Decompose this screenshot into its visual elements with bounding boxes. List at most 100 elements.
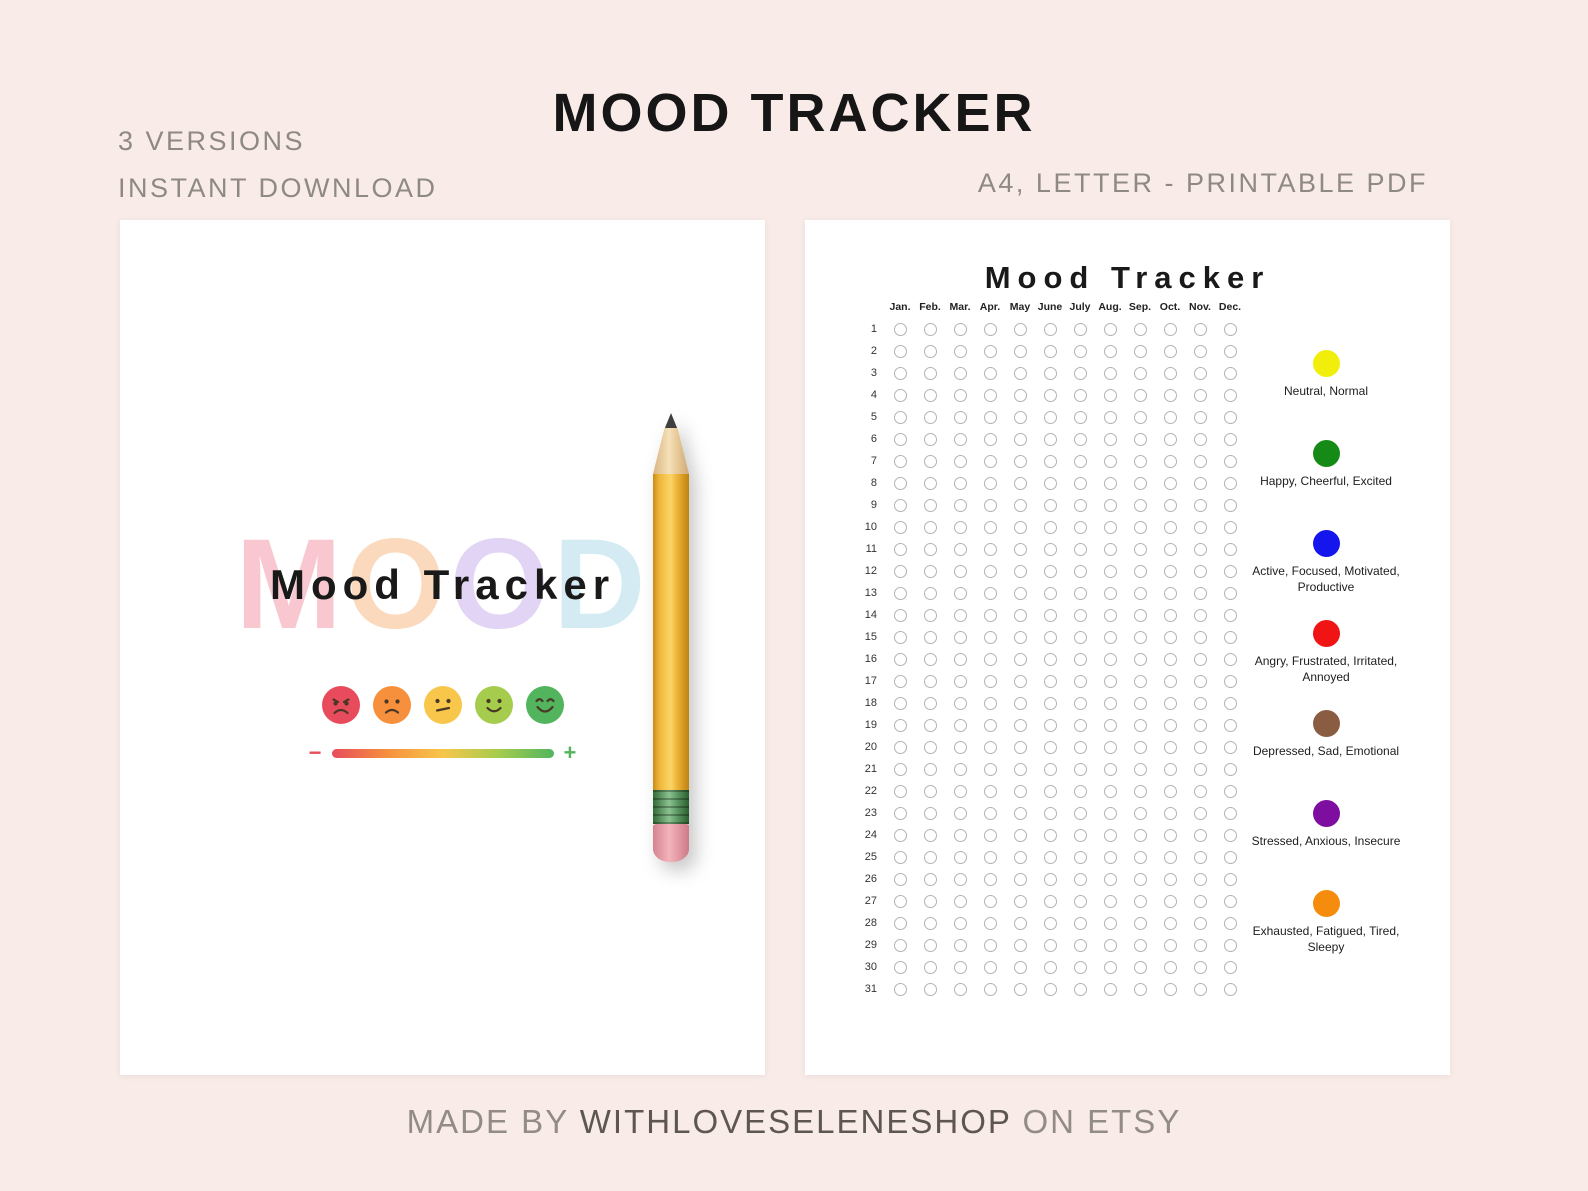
mood-circle[interactable] bbox=[1133, 410, 1147, 424]
mood-circle[interactable] bbox=[983, 586, 997, 600]
mood-circle[interactable] bbox=[1103, 696, 1117, 710]
mood-circle[interactable] bbox=[1043, 652, 1057, 666]
mood-circle[interactable] bbox=[983, 960, 997, 974]
mood-circle[interactable] bbox=[923, 344, 937, 358]
mood-circle[interactable] bbox=[983, 674, 997, 688]
mood-circle[interactable] bbox=[1073, 322, 1087, 336]
mood-circle[interactable] bbox=[1043, 740, 1057, 754]
mood-circle[interactable] bbox=[1043, 982, 1057, 996]
mood-circle[interactable] bbox=[1193, 542, 1207, 556]
mood-circle[interactable] bbox=[1013, 542, 1027, 556]
mood-circle[interactable] bbox=[1133, 740, 1147, 754]
mood-circle[interactable] bbox=[893, 806, 907, 820]
mood-circle[interactable] bbox=[983, 740, 997, 754]
mood-circle[interactable] bbox=[1043, 718, 1057, 732]
mood-circle[interactable] bbox=[1163, 410, 1177, 424]
mood-circle[interactable] bbox=[1013, 938, 1027, 952]
mood-circle[interactable] bbox=[1013, 828, 1027, 842]
mood-circle[interactable] bbox=[1163, 982, 1177, 996]
mood-circle[interactable] bbox=[1013, 850, 1027, 864]
mood-circle[interactable] bbox=[923, 696, 937, 710]
mood-circle[interactable] bbox=[923, 410, 937, 424]
mood-circle[interactable] bbox=[923, 806, 937, 820]
mood-circle[interactable] bbox=[1133, 850, 1147, 864]
mood-circle[interactable] bbox=[1163, 388, 1177, 402]
mood-circle[interactable] bbox=[923, 388, 937, 402]
mood-circle[interactable] bbox=[1223, 608, 1237, 622]
mood-circle[interactable] bbox=[1043, 850, 1057, 864]
mood-circle[interactable] bbox=[893, 872, 907, 886]
mood-circle[interactable] bbox=[1193, 718, 1207, 732]
mood-circle[interactable] bbox=[1193, 806, 1207, 820]
mood-circle[interactable] bbox=[953, 388, 967, 402]
mood-circle[interactable] bbox=[923, 564, 937, 578]
mood-circle[interactable] bbox=[1103, 322, 1117, 336]
mood-circle[interactable] bbox=[893, 476, 907, 490]
mood-circle[interactable] bbox=[953, 806, 967, 820]
mood-circle[interactable] bbox=[1073, 608, 1087, 622]
mood-circle[interactable] bbox=[953, 894, 967, 908]
mood-circle[interactable] bbox=[1133, 542, 1147, 556]
mood-circle[interactable] bbox=[1103, 916, 1117, 930]
mood-circle[interactable] bbox=[1043, 916, 1057, 930]
mood-circle[interactable] bbox=[953, 344, 967, 358]
mood-circle[interactable] bbox=[1043, 872, 1057, 886]
mood-circle[interactable] bbox=[923, 718, 937, 732]
mood-circle[interactable] bbox=[1133, 388, 1147, 402]
mood-circle[interactable] bbox=[983, 498, 997, 512]
mood-circle[interactable] bbox=[983, 366, 997, 380]
mood-circle[interactable] bbox=[953, 850, 967, 864]
mood-circle[interactable] bbox=[1133, 828, 1147, 842]
mood-circle[interactable] bbox=[1223, 586, 1237, 600]
mood-circle[interactable] bbox=[953, 740, 967, 754]
mood-circle[interactable] bbox=[1043, 542, 1057, 556]
mood-circle[interactable] bbox=[953, 520, 967, 534]
mood-circle[interactable] bbox=[1193, 740, 1207, 754]
mood-circle[interactable] bbox=[923, 674, 937, 688]
mood-circle[interactable] bbox=[893, 542, 907, 556]
mood-circle[interactable] bbox=[953, 762, 967, 776]
mood-circle[interactable] bbox=[1163, 960, 1177, 974]
mood-circle[interactable] bbox=[983, 850, 997, 864]
mood-circle[interactable] bbox=[1073, 652, 1087, 666]
mood-circle[interactable] bbox=[1163, 894, 1177, 908]
mood-circle[interactable] bbox=[893, 960, 907, 974]
mood-circle[interactable] bbox=[1013, 608, 1027, 622]
mood-circle[interactable] bbox=[1163, 608, 1177, 622]
mood-circle[interactable] bbox=[1223, 740, 1237, 754]
mood-circle[interactable] bbox=[1013, 894, 1027, 908]
mood-circle[interactable] bbox=[1103, 762, 1117, 776]
mood-circle[interactable] bbox=[1013, 696, 1027, 710]
mood-circle[interactable] bbox=[1193, 872, 1207, 886]
mood-circle[interactable] bbox=[1013, 762, 1027, 776]
mood-circle[interactable] bbox=[893, 586, 907, 600]
mood-circle[interactable] bbox=[893, 410, 907, 424]
mood-circle[interactable] bbox=[1193, 586, 1207, 600]
mood-circle[interactable] bbox=[1073, 894, 1087, 908]
mood-circle[interactable] bbox=[953, 454, 967, 468]
mood-circle[interactable] bbox=[1073, 718, 1087, 732]
mood-circle[interactable] bbox=[1163, 344, 1177, 358]
mood-circle[interactable] bbox=[1193, 498, 1207, 512]
mood-circle[interactable] bbox=[1073, 872, 1087, 886]
mood-circle[interactable] bbox=[1073, 960, 1087, 974]
mood-circle[interactable] bbox=[983, 432, 997, 446]
mood-circle[interactable] bbox=[1193, 784, 1207, 798]
mood-circle[interactable] bbox=[1193, 608, 1207, 622]
mood-circle[interactable] bbox=[1103, 498, 1117, 512]
mood-circle[interactable] bbox=[1163, 674, 1177, 688]
mood-circle[interactable] bbox=[1013, 476, 1027, 490]
mood-circle[interactable] bbox=[1193, 476, 1207, 490]
mood-circle[interactable] bbox=[893, 938, 907, 952]
mood-circle[interactable] bbox=[1073, 982, 1087, 996]
mood-circle[interactable] bbox=[1043, 674, 1057, 688]
mood-circle[interactable] bbox=[953, 322, 967, 336]
mood-circle[interactable] bbox=[1163, 762, 1177, 776]
mood-circle[interactable] bbox=[1133, 938, 1147, 952]
mood-circle[interactable] bbox=[1163, 718, 1177, 732]
mood-circle[interactable] bbox=[983, 916, 997, 930]
mood-circle[interactable] bbox=[1133, 476, 1147, 490]
mood-circle[interactable] bbox=[1133, 718, 1147, 732]
mood-circle[interactable] bbox=[1103, 388, 1117, 402]
mood-circle[interactable] bbox=[1043, 388, 1057, 402]
